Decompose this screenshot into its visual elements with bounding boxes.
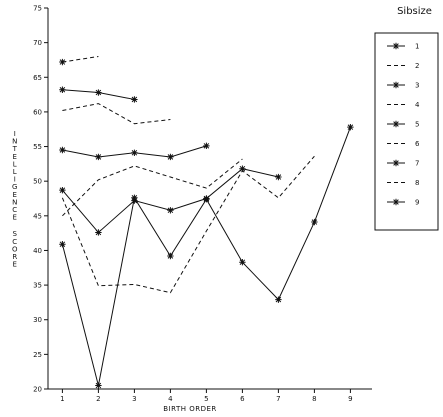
series-line-2 xyxy=(62,55,99,63)
legend-marker xyxy=(392,81,400,89)
data-point xyxy=(275,173,282,181)
data-point xyxy=(59,86,66,93)
legend-entry-7: 7 xyxy=(387,160,419,168)
x-tick-label: 2 xyxy=(96,395,100,403)
data-point xyxy=(131,194,138,202)
y-tick-label: 35 xyxy=(33,282,42,290)
legend-label: 7 xyxy=(415,160,419,168)
series-9 xyxy=(59,123,354,389)
x-tick-label: 9 xyxy=(348,395,352,403)
data-point xyxy=(239,259,246,266)
data-point xyxy=(167,153,174,161)
legend-label: 3 xyxy=(415,82,419,90)
x-tick-label: 3 xyxy=(132,395,136,403)
data-point xyxy=(131,96,138,103)
legend: Sibsize 1 2 3 4 5 6 7 8 9 xyxy=(374,6,439,231)
legend-entry-8: 8 xyxy=(387,179,419,187)
series-line-6 xyxy=(62,158,243,217)
legend-title: Sibsize xyxy=(397,6,432,17)
legend-entry-9: 9 xyxy=(387,199,419,207)
series-line-7 xyxy=(62,168,279,234)
series-7 xyxy=(59,165,282,236)
data-point xyxy=(59,146,66,154)
data-point xyxy=(347,123,354,131)
x-tick-label: 1 xyxy=(60,395,64,403)
y-tick-label: 20 xyxy=(33,386,42,394)
series-line-9 xyxy=(61,126,351,386)
legend-marker xyxy=(392,198,400,206)
data-point xyxy=(275,296,282,303)
data-point xyxy=(239,165,246,172)
x-tick-label: 7 xyxy=(276,395,280,403)
data-point xyxy=(59,186,66,194)
legend-marker xyxy=(392,42,400,50)
x-axis-title: BIRTH ORDER xyxy=(163,405,217,413)
x-tick-label: 8 xyxy=(312,395,316,403)
y-tick-label: 70 xyxy=(33,39,42,47)
series-line-8 xyxy=(61,155,315,294)
data-point xyxy=(95,229,102,236)
x-tick-label: 5 xyxy=(204,395,208,403)
data-point xyxy=(203,195,210,203)
legend-entry-3: 3 xyxy=(387,82,419,90)
legend-label: 9 xyxy=(415,199,419,207)
legend-label: 6 xyxy=(415,140,420,148)
y-tick-label: 25 xyxy=(33,351,42,359)
legend-entry-5: 5 xyxy=(387,121,419,129)
legend-label: 8 xyxy=(415,179,419,187)
x-tick-label: 6 xyxy=(240,395,245,403)
legend-label: 2 xyxy=(415,62,419,70)
series-line-4 xyxy=(62,103,171,125)
y-tick-label: 55 xyxy=(33,143,42,151)
legend-entry-4: 4 xyxy=(387,101,420,109)
y-tick-label: 75 xyxy=(33,5,42,13)
legend-marker xyxy=(392,120,400,128)
y-tick-label: 45 xyxy=(33,212,42,220)
data-point xyxy=(203,142,210,150)
series-5 xyxy=(59,142,210,161)
legend-label: 1 xyxy=(415,43,419,51)
data-point xyxy=(95,382,102,389)
y-tick-label: 65 xyxy=(33,74,42,82)
y-tick-label: 40 xyxy=(33,247,42,255)
y-tick-label: 30 xyxy=(33,316,42,324)
data-point xyxy=(167,207,174,214)
series-4 xyxy=(62,103,171,125)
series-3 xyxy=(59,86,138,103)
legend-box xyxy=(374,32,439,231)
series-2 xyxy=(62,55,99,63)
y-tick-label: 50 xyxy=(33,178,42,186)
series-8 xyxy=(61,155,315,294)
legend-entry-1: 1 xyxy=(387,43,419,51)
legend-entry-6: 6 xyxy=(387,140,420,148)
data-point xyxy=(59,241,66,248)
data-point xyxy=(167,252,174,260)
legend-label: 4 xyxy=(415,101,420,109)
series-6 xyxy=(62,158,243,217)
data-point xyxy=(131,149,138,156)
legend-entry-2: 2 xyxy=(387,62,419,70)
data-point xyxy=(95,89,102,96)
y-tick-label: 60 xyxy=(33,108,42,116)
x-tick-label: 4 xyxy=(168,395,173,403)
data-point xyxy=(95,153,102,161)
legend-label: 5 xyxy=(415,121,419,129)
legend-marker xyxy=(392,159,400,167)
data-point xyxy=(311,218,318,226)
plot-area xyxy=(59,55,354,389)
